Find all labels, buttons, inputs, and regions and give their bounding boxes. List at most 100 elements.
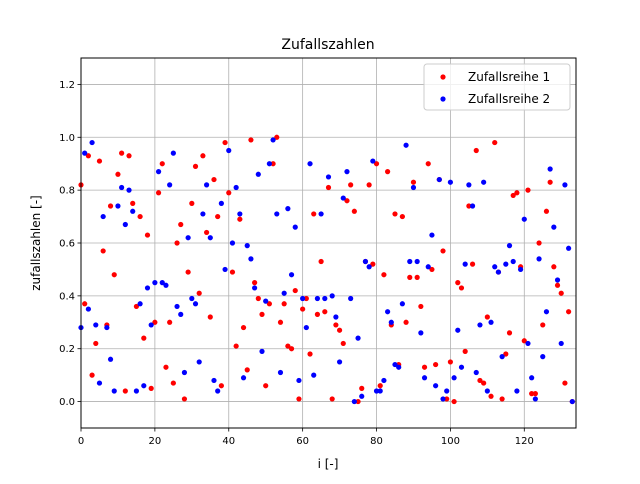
x-tick-label: 0: [78, 436, 84, 447]
data-point: [226, 190, 232, 196]
y-tick-label: 0.4: [59, 291, 75, 302]
data-point: [381, 377, 387, 384]
y-axis-label: zufallszahlen [-]: [29, 195, 43, 291]
data-point: [303, 324, 309, 331]
data-point: [152, 319, 158, 325]
data-point: [152, 280, 158, 286]
data-point: [525, 340, 531, 347]
data-point: [89, 139, 95, 146]
data-point: [414, 258, 420, 265]
data-point: [181, 396, 188, 402]
data-point: [119, 184, 125, 191]
data-point: [540, 322, 546, 328]
data-point: [469, 203, 476, 209]
data-point: [85, 153, 91, 159]
data-point: [237, 216, 243, 222]
data-point: [421, 364, 428, 370]
data-point: [348, 182, 354, 188]
data-point: [155, 190, 162, 196]
data-point: [410, 184, 417, 191]
data-point: [455, 327, 461, 333]
y-tick-label: 0.0: [59, 397, 75, 408]
data-point: [488, 319, 494, 325]
data-point: [266, 301, 272, 307]
axis-ticks: 0 20 40 60 80 100 120 0.0 0.2 0.4 0.6 0.8 1.0 1.2: [59, 80, 534, 447]
data-point: [329, 396, 335, 402]
data-point: [503, 261, 509, 267]
data-point: [259, 348, 265, 354]
data-point: [399, 301, 405, 307]
data-point: [566, 245, 572, 251]
data-point: [458, 364, 465, 370]
data-point: [551, 224, 557, 230]
data-point: [392, 211, 398, 217]
data-point: [403, 142, 409, 148]
data-point: [392, 361, 398, 368]
data-point: [351, 398, 357, 405]
data-point: [163, 282, 169, 288]
data-point: [296, 377, 302, 384]
data-point: [107, 356, 114, 362]
data-point: [429, 266, 435, 273]
legend-box: [423, 63, 571, 111]
x-tick-label: 120: [515, 436, 534, 447]
data-point: [314, 295, 321, 302]
data-point: [155, 169, 162, 175]
data-point: [211, 176, 217, 183]
data-point: [181, 369, 188, 376]
data-point: [554, 282, 561, 288]
data-point: [521, 216, 527, 222]
data-point: [318, 258, 324, 265]
data-point: [144, 232, 151, 238]
data-point: [211, 377, 217, 384]
data-point: [469, 261, 476, 267]
data-point: [388, 319, 394, 325]
data-point: [377, 383, 383, 389]
data-point: [425, 264, 431, 270]
data-point: [377, 388, 383, 394]
data-point: [285, 343, 291, 349]
data-point: [82, 150, 88, 156]
data-point: [484, 388, 490, 394]
data-point: [111, 272, 117, 278]
data-point: [263, 298, 269, 304]
data-point: [532, 396, 538, 402]
legend-label: Zufallsreihe 1: [468, 70, 550, 84]
chart-title: Zufallszahlen: [281, 37, 374, 53]
grid-lines: [80, 58, 576, 428]
data-point: [178, 221, 184, 228]
data-point: [159, 161, 165, 167]
data-point: [185, 235, 191, 241]
data-point: [458, 285, 465, 291]
data-point: [532, 391, 538, 397]
x-axis-label: i [-]: [318, 457, 339, 471]
data-point: [492, 264, 498, 270]
data-point: [333, 322, 339, 328]
data-point: [107, 203, 114, 209]
data-point: [167, 319, 173, 325]
data-point: [407, 274, 413, 280]
data-point: [429, 232, 435, 238]
data-point: [185, 269, 191, 275]
data-point: [558, 290, 564, 296]
x-tick-label: 100: [441, 436, 460, 447]
data-point: [244, 243, 250, 249]
data-point: [252, 285, 258, 291]
data-point: [333, 314, 339, 320]
data-point: [514, 190, 520, 196]
data-point: [203, 229, 210, 236]
data-point: [336, 327, 343, 333]
data-point: [407, 258, 413, 265]
data-point: [370, 158, 376, 164]
data-point: [492, 139, 498, 146]
data-point: [292, 287, 298, 294]
data-point: [307, 351, 313, 357]
data-point: [170, 380, 176, 386]
data-point: [517, 266, 524, 273]
data-point: [200, 211, 206, 217]
data-point: [115, 171, 121, 177]
data-point: [499, 354, 505, 360]
x-tick-label: 80: [370, 436, 383, 447]
data-point: [481, 380, 487, 386]
data-point: [233, 184, 239, 191]
